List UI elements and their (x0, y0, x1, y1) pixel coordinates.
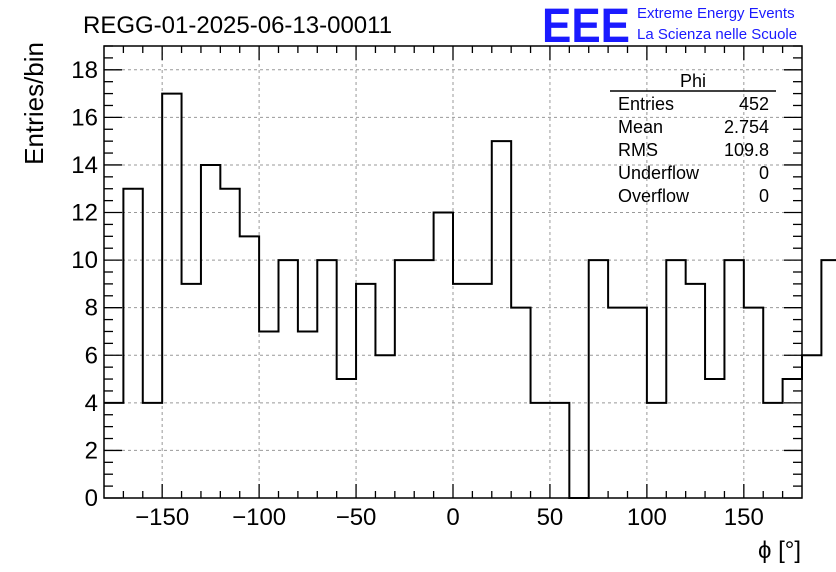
histogram-bin (666, 260, 685, 498)
x-axis-label: ϕ [°] (758, 537, 801, 564)
x-tick-label: 100 (627, 504, 667, 531)
stats-value-entries: 452 (739, 94, 769, 114)
stats-value-underflow: 0 (759, 163, 769, 183)
histogram-bin (628, 308, 647, 498)
y-axis-label: Entries/bin (19, 42, 49, 165)
stats-value-overflow: 0 (759, 186, 769, 206)
histogram-bin (492, 141, 511, 498)
histogram-bin (375, 355, 394, 498)
histogram-bin (317, 260, 336, 498)
histogram-bin (279, 260, 298, 498)
run-title: REGG-01-2025-06-13-00011 (83, 12, 392, 39)
histogram-bin (240, 236, 259, 498)
histogram-bin (298, 331, 317, 498)
stats-value-mean: 2.754 (724, 117, 769, 137)
x-tick-label: −150 (135, 504, 189, 531)
histogram-bin (686, 284, 705, 498)
stats-label-rms: RMS (618, 140, 658, 160)
x-tick-label: −50 (336, 504, 377, 531)
axis-ticks (104, 45, 802, 499)
histogram-outline (104, 92, 836, 499)
histogram-bin (802, 355, 821, 498)
stats-label-overflow: Overflow (618, 186, 690, 206)
histogram-bin (337, 379, 356, 498)
stats-title: Phi (680, 71, 706, 91)
logo-caption-line2: La Scienza nelle Scuole (637, 26, 797, 43)
y-tick-label: 18 (71, 57, 98, 84)
histogram-bin (821, 260, 836, 498)
histogram-bin (182, 284, 201, 498)
x-tick-label: −100 (232, 504, 286, 531)
x-tick-label: 50 (537, 504, 564, 531)
histogram-bin (531, 403, 550, 498)
stats-label-mean: Mean (618, 117, 663, 137)
y-tick-label: 10 (71, 247, 98, 274)
stats-label-entries: Entries (618, 94, 674, 114)
histogram-bin (162, 94, 181, 498)
histogram-bin (259, 331, 278, 498)
y-tick-label: 14 (71, 152, 98, 179)
y-tick-label: 2 (85, 437, 98, 464)
y-tick-label: 12 (71, 200, 98, 227)
histogram-bin (589, 260, 608, 498)
y-tick-label: 16 (71, 104, 98, 131)
tick-labels: −150 −100 −50 0 50 100 150 0 2 4 6 8 10 12 14 16 18 (71, 57, 764, 531)
histogram-bin (356, 284, 375, 498)
histogram-bin (201, 165, 220, 498)
histogram-bin (608, 308, 627, 498)
histogram-bin (724, 260, 743, 498)
logo-caption-line1: Extreme Energy Events (637, 5, 795, 22)
histogram-bin (414, 260, 433, 498)
histogram-bin (220, 189, 239, 498)
x-tick-label: 150 (724, 504, 764, 531)
eee-logo: EEE (542, 0, 630, 53)
histogram-bin (705, 379, 724, 498)
histogram-bars (104, 92, 836, 499)
y-tick-label: 6 (85, 342, 98, 369)
histogram-bin (123, 189, 142, 498)
y-tick-label: 8 (85, 295, 98, 322)
x-tick-label: 0 (446, 504, 459, 531)
y-tick-label: 0 (85, 485, 98, 512)
stats-label-underflow: Underflow (618, 163, 700, 183)
histogram-bin (395, 260, 414, 498)
stats-box: Phi Entries 452 Mean 2.754 RMS 109.8 Und… (610, 71, 776, 206)
stats-value-rms: 109.8 (724, 140, 769, 160)
y-tick-label: 4 (85, 390, 98, 417)
histogram-bin (472, 284, 491, 498)
histogram-bin (453, 284, 472, 498)
